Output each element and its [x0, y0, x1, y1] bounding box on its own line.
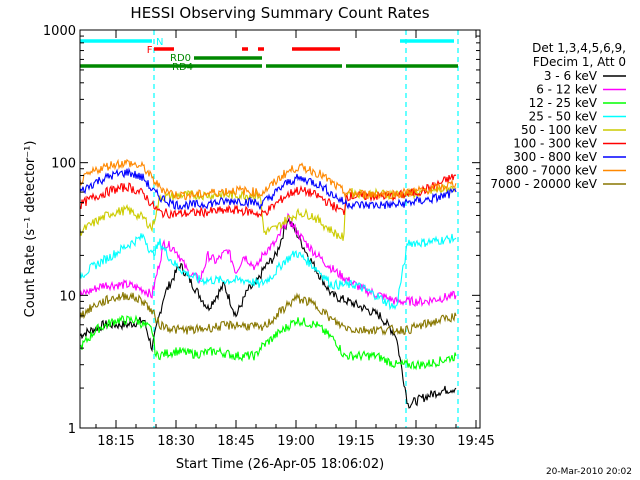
- legend-label: 100 - 300 keV: [513, 137, 597, 151]
- series-line-5: [79, 184, 457, 241]
- x-tick-label: 19:45: [457, 434, 494, 449]
- y-tick-label: 10: [59, 289, 76, 304]
- flag-label-f: F: [147, 45, 153, 56]
- series-line-1: [79, 216, 457, 409]
- x-axis-label: Start Time (26-Apr-05 18:06:02): [176, 457, 384, 472]
- legend-label: 50 - 100 keV: [521, 123, 598, 137]
- chart-title: HESSI Observing Summary Count Rates: [130, 4, 429, 22]
- timestamp: 20-Mar-2010 20:02: [546, 467, 632, 477]
- legend: Det 1,3,4,5,6,9, FDecim 1, Att 0 3 - 6 k…: [490, 41, 626, 191]
- legend-label: 7000 - 20000 keV: [490, 177, 597, 191]
- flag-label-rd0: RD0: [170, 53, 191, 64]
- x-tick-label: 18:15: [97, 434, 134, 449]
- legend-label: 3 - 6 keV: [544, 69, 598, 83]
- x-tick-label: 19:15: [337, 434, 374, 449]
- series-line-6: [79, 173, 457, 219]
- series-line-8: [79, 158, 457, 201]
- series-line-4: [79, 233, 457, 311]
- series-line-3: [79, 314, 457, 371]
- x-tick-label: 18:30: [157, 434, 194, 449]
- axes: 18:15 18:30 18:45 19:00 19:15 19:30 19:45 1 10 10…: [43, 24, 495, 449]
- y-tick-label: 1: [68, 422, 76, 437]
- legend-label: 300 - 800 keV: [513, 150, 597, 164]
- legend-label: 800 - 7000 keV: [506, 164, 598, 178]
- legend-header-line-2: FDecim 1, Att 0: [533, 55, 626, 69]
- y-axis-label: Count Rate (s⁻¹ detector⁻¹): [23, 141, 38, 318]
- legend-label: 6 - 12 keV: [536, 83, 598, 97]
- flag-label-n: N: [156, 37, 163, 48]
- y-tick-label: 1000: [43, 24, 76, 39]
- legend-header-line-1: Det 1,3,4,5,6,9,: [532, 41, 626, 55]
- legend-label: 12 - 25 keV: [529, 96, 598, 110]
- series-line-7: [79, 167, 457, 211]
- y-tick-label: 100: [51, 157, 76, 172]
- x-tick-label: 19:00: [277, 434, 314, 449]
- x-tick-label: 19:30: [397, 434, 434, 449]
- plot-frame: [79, 29, 481, 429]
- legend-label: 25 - 50 keV: [529, 110, 598, 124]
- x-tick-label: 18:45: [217, 434, 254, 449]
- flag-label-rd4: RD4: [172, 62, 193, 73]
- series-line-9: [79, 291, 457, 336]
- series-line-2: [79, 212, 457, 308]
